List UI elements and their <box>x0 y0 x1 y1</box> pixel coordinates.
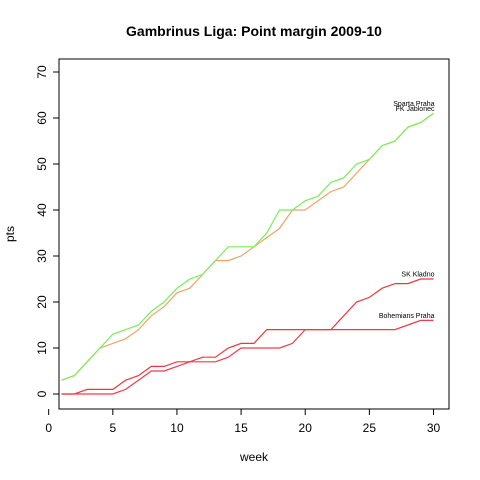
x-axis-label: week <box>239 450 269 464</box>
plot-frame <box>58 58 450 410</box>
y-tick-label: 70 <box>35 65 49 79</box>
series-line <box>61 278 434 395</box>
series-line <box>61 112 434 381</box>
y-tick-label: 50 <box>35 157 49 171</box>
y-tick-label: 0 <box>35 390 49 397</box>
y-axis: 0 10 20 30 40 50 60 70 <box>35 65 59 397</box>
x-tick-label: 30 <box>427 421 441 435</box>
y-tick-label: 40 <box>35 203 49 217</box>
x-tick-label: 10 <box>170 421 184 435</box>
y-axis-label: pts <box>3 226 17 242</box>
series-group <box>61 112 434 395</box>
x-axis: 0 5 10 15 20 25 30 <box>45 409 440 435</box>
x-tick-label: 25 <box>363 421 377 435</box>
y-tick-label: 30 <box>35 249 49 263</box>
chart-title: Gambrinus Liga: Point margin 2009-10 <box>126 23 382 39</box>
series-annotation: Bohemians Praha <box>379 313 435 320</box>
series-annotation: SK Kladno <box>401 271 434 278</box>
series-annotation: FK Jablonec <box>396 106 435 113</box>
x-tick-label: 15 <box>234 421 248 435</box>
x-tick-label: 0 <box>45 421 52 435</box>
series-line <box>61 319 434 395</box>
x-tick-label: 20 <box>299 421 313 435</box>
y-tick-label: 60 <box>35 111 49 125</box>
y-tick-label: 10 <box>35 341 49 355</box>
y-tick-label: 20 <box>35 295 49 309</box>
series-annotation: Sparta Praha <box>393 101 434 108</box>
x-tick-label: 5 <box>109 421 116 435</box>
